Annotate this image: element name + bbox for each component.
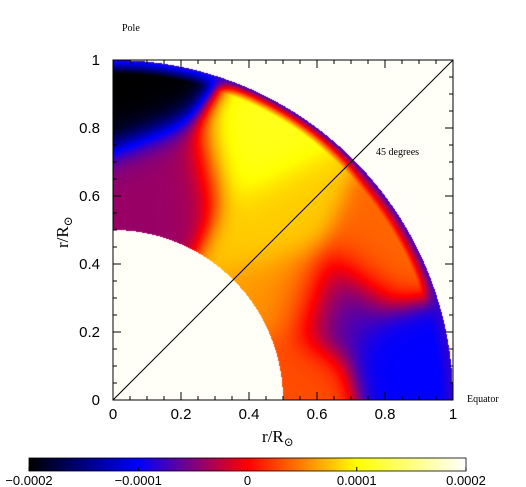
equator-label: Equator [467,394,499,405]
y-tick-label: 0.8 [79,120,100,137]
colorbar-ticks: −0.0002 −0.0001 0 0.0001 0.0002 [5,467,486,487]
y-tick-label: 1 [92,52,100,69]
diagonal-label: 45 degrees [376,147,419,158]
y-tick-label: 0 [92,392,100,409]
x-tick-label: 0.2 [171,406,192,423]
y-axis-ticks: 0 0.2 0.4 0.6 0.8 1 [79,52,453,409]
x-tick-label: 1 [449,406,457,423]
colorbar-tick-label: −0.0001 [115,473,162,487]
x-tick-label: 0.8 [375,406,396,423]
y-tick-label: 0.6 [79,188,100,205]
x-axis-label: r/R⊙ [262,427,294,449]
colorbar-tick-label: 0.0001 [337,473,377,487]
y-tick-label: 0.4 [79,256,100,273]
colorbar-tick-label: 0 [244,473,251,487]
diagonal-45-line [112,59,454,401]
x-tick-label: 0 [109,406,117,423]
x-tick-label: 0.6 [307,406,328,423]
y-tick-label: 0.2 [79,324,100,341]
x-axis-ticks: 0 0.2 0.4 0.6 0.8 1 [109,60,457,423]
y-axis-label: r/R⊙ [53,216,75,248]
colorbar-tick-label: −0.0002 [5,473,52,487]
pole-label: Pole [122,23,140,34]
x-tick-label: 0.4 [239,406,260,423]
colorbar-tick-label: 0.0002 [446,473,486,487]
